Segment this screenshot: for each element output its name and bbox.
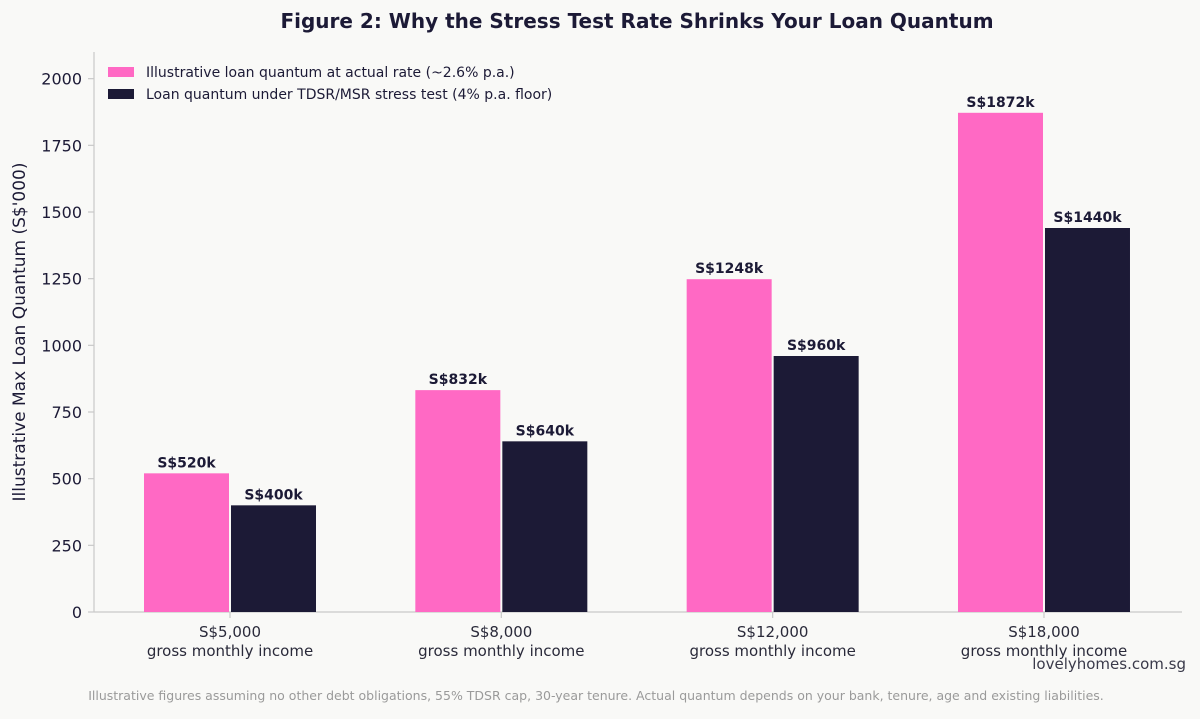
- x-tick-label: gross monthly income: [418, 642, 584, 660]
- watermark: lovelyhomes.com.sg: [1032, 655, 1186, 673]
- bar: [1044, 228, 1130, 612]
- bar-value-label: S$1440k: [1053, 210, 1122, 226]
- y-tick-label: 1250: [41, 270, 82, 289]
- bar: [415, 390, 501, 612]
- y-ticks: 0 250 500 750 1000 1250 1500 1750 2000: [41, 70, 94, 622]
- y-tick-label: 250: [51, 536, 82, 555]
- y-tick-label: 750: [51, 403, 82, 422]
- bar: [144, 473, 229, 612]
- bar-value-label: S$520k: [157, 455, 216, 471]
- bar: [502, 441, 588, 612]
- legend: Illustrative loan quantum at actual rate…: [108, 65, 552, 103]
- y-tick-label: 1500: [41, 203, 82, 222]
- bar-value-label: S$640k: [516, 423, 575, 439]
- x-tick-label: S$5,000: [199, 623, 261, 641]
- footnote: Illustrative figures assuming no other d…: [88, 688, 1104, 703]
- legend-swatch: [108, 67, 134, 77]
- y-tick-label: 1750: [41, 136, 82, 155]
- y-tick-label: 2000: [41, 70, 82, 89]
- bar: [957, 112, 1043, 613]
- bars: [144, 112, 1130, 613]
- y-tick-label: 1000: [41, 336, 82, 355]
- bar: [773, 356, 859, 612]
- bar: [231, 505, 316, 612]
- bar-value-label: S$960k: [787, 338, 846, 354]
- bar: [686, 279, 772, 612]
- x-tick-label: S$12,000: [737, 623, 809, 641]
- bar-value-label: S$400k: [244, 487, 303, 503]
- bar-value-label: S$1248k: [695, 261, 764, 277]
- bar-value-label: S$832k: [429, 372, 488, 388]
- x-tick-label: gross monthly income: [961, 642, 1127, 660]
- x-tick-label: S$8,000: [470, 623, 532, 641]
- legend-swatch: [108, 89, 134, 99]
- y-tick-label: 0: [72, 603, 82, 622]
- bar-value-label: S$1872k: [966, 95, 1035, 111]
- y-tick-label: 500: [51, 470, 82, 489]
- x-tick-label: gross monthly income: [147, 642, 313, 660]
- chart-title: Figure 2: Why the Stress Test Rate Shrin…: [280, 9, 993, 33]
- legend-label: Loan quantum under TDSR/MSR stress test …: [146, 87, 552, 103]
- legend-label: Illustrative loan quantum at actual rate…: [146, 65, 515, 81]
- bar-labels: S$520k S$832k S$1248k S$1872k S$400k S$640k S$…: [157, 95, 1122, 504]
- x-tick-label: gross monthly income: [689, 642, 855, 660]
- x-tick-label: S$18,000: [1008, 623, 1080, 641]
- y-axis-label: Illustrative Max Loan Quantum (S$'000): [10, 163, 30, 502]
